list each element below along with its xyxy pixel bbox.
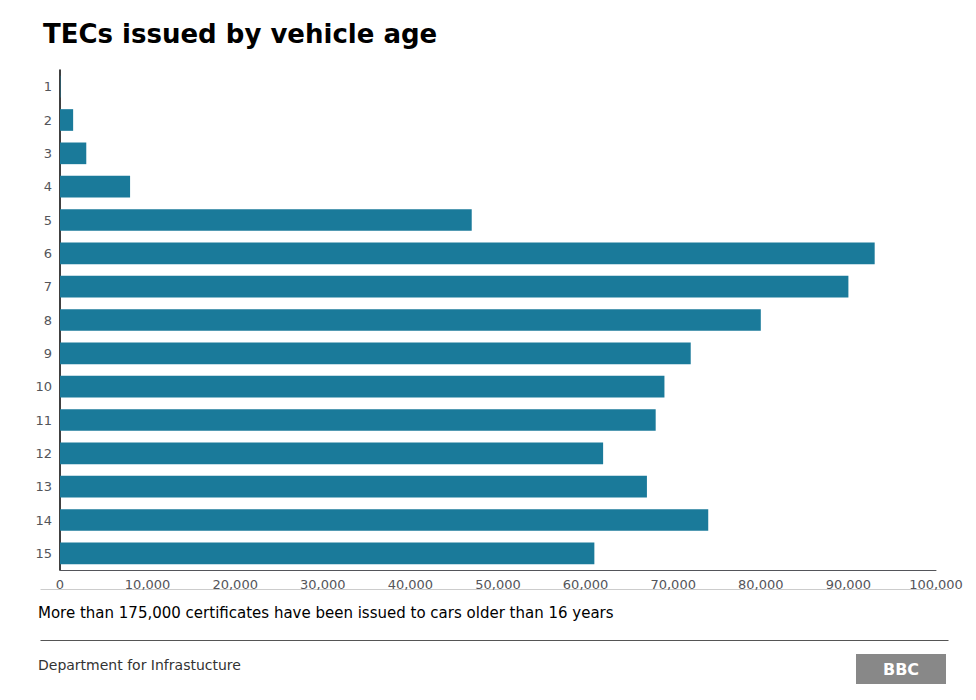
svg-text:90,000: 90,000 — [826, 577, 872, 592]
svg-text:20,000: 20,000 — [212, 577, 258, 592]
svg-text:BBC: BBC — [883, 660, 919, 679]
svg-text:70,000: 70,000 — [650, 577, 696, 592]
svg-text:100,000: 100,000 — [909, 577, 963, 592]
svg-text:TECs issued by vehicle age: TECs issued by vehicle age — [43, 19, 437, 49]
svg-text:11: 11 — [35, 413, 52, 428]
svg-text:12: 12 — [35, 446, 52, 461]
svg-text:1: 1 — [44, 79, 52, 94]
svg-text:30,000: 30,000 — [300, 577, 346, 592]
svg-text:80,000: 80,000 — [738, 577, 784, 592]
svg-text:50,000: 50,000 — [475, 577, 521, 592]
svg-text:15: 15 — [35, 546, 52, 561]
svg-text:0: 0 — [56, 577, 64, 592]
svg-text:More than 175,000 certificates: More than 175,000 certificates have been… — [38, 604, 614, 622]
svg-text:5: 5 — [44, 213, 52, 228]
svg-text:2: 2 — [44, 113, 52, 128]
svg-text:14: 14 — [35, 513, 52, 528]
svg-text:9: 9 — [44, 346, 52, 361]
svg-text:60,000: 60,000 — [563, 577, 609, 592]
svg-text:40,000: 40,000 — [388, 577, 434, 592]
svg-text:10,000: 10,000 — [125, 577, 171, 592]
svg-text:13: 13 — [35, 479, 52, 494]
svg-text:7: 7 — [44, 279, 52, 294]
svg-text:10: 10 — [35, 379, 52, 394]
svg-text:Department for Infrastucture: Department for Infrastucture — [38, 657, 241, 673]
svg-text:3: 3 — [44, 146, 52, 161]
svg-text:6: 6 — [44, 246, 52, 261]
svg-text:4: 4 — [44, 179, 52, 194]
svg-text:8: 8 — [44, 313, 52, 328]
